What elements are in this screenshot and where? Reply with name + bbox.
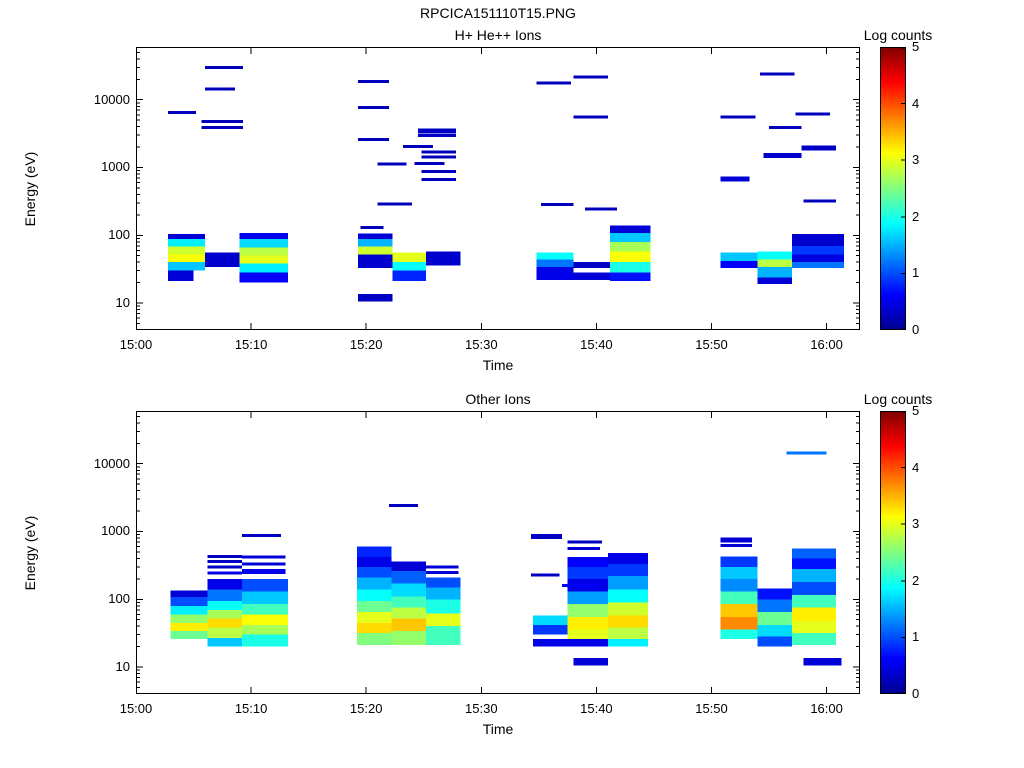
colorbar <box>880 411 906 694</box>
x-tick-label: 15:30 <box>465 701 498 716</box>
colorbar-tick-label: 4 <box>912 95 920 111</box>
x-tick-label: 15:40 <box>580 337 613 352</box>
x-tick-label: 15:40 <box>580 701 613 716</box>
y-tick-label: 10000 <box>93 91 130 107</box>
x-axis-label: Time <box>482 357 514 373</box>
x-tick-label: 15:50 <box>695 337 728 352</box>
x-tick-label: 15:10 <box>234 337 268 352</box>
y-tick-label: 1000 <box>101 523 130 539</box>
x-tick-label: 16:00 <box>810 337 843 352</box>
y-axis-label: Energy (eV) <box>22 515 38 591</box>
x-tick-label: 15:30 <box>465 337 498 352</box>
colorbar-label: Log counts <box>863 391 933 407</box>
x-tick-label: 15:20 <box>349 701 383 716</box>
colorbar-tick-label: 5 <box>912 403 920 418</box>
colorbar-tick-label: 1 <box>912 265 920 281</box>
x-tick-label: 15:10 <box>234 701 268 716</box>
y-tick-label: 100 <box>108 227 130 243</box>
colorbar-tick-label: 0 <box>912 686 920 701</box>
colorbar-tick-label: 4 <box>912 459 920 475</box>
y-tick-label: 10 <box>115 659 130 675</box>
y-axis-label: Energy (eV) <box>22 151 38 227</box>
x-tick-label: 15:00 <box>119 337 153 352</box>
colorbar-tick-label: 2 <box>912 208 920 224</box>
plot-title: Other Ions <box>465 391 531 407</box>
colorbar-tick-label: 3 <box>912 152 920 168</box>
x-tick-label: 16:00 <box>810 701 843 716</box>
colorbar-tick-label: 1 <box>912 629 920 645</box>
x-tick-label: 15:20 <box>349 337 383 352</box>
colorbar-tick-label: 0 <box>912 322 920 337</box>
colorbar-tick-label: 2 <box>912 572 920 588</box>
plot-title: H+ He++ Ions <box>454 27 542 43</box>
x-axis-label: Time <box>482 721 514 737</box>
figure-title: RPCICA151110T15.PNG <box>420 5 576 21</box>
colorbar-label: Log counts <box>863 27 933 43</box>
x-tick-label: 15:50 <box>695 701 728 716</box>
y-tick-label: 10000 <box>93 455 130 471</box>
colorbar-tick-label: 3 <box>912 516 920 532</box>
y-tick-label: 10 <box>115 295 130 311</box>
spectrogram-panel-h-he-ions: H+ He++ Ions Energy (eV) Time Log counts… <box>22 27 933 373</box>
colorbar-tick-label: 5 <box>912 39 920 54</box>
y-tick-label: 100 <box>108 591 130 607</box>
x-tick-label: 15:00 <box>119 701 153 716</box>
spectrogram-panel-other-ions: Other Ions Energy (eV) Time Log counts 1… <box>0 364 1024 748</box>
spectrogram-plot <box>136 411 860 694</box>
spectrogram-plot <box>136 47 860 330</box>
colorbar <box>880 47 906 330</box>
y-tick-label: 1000 <box>101 159 130 175</box>
